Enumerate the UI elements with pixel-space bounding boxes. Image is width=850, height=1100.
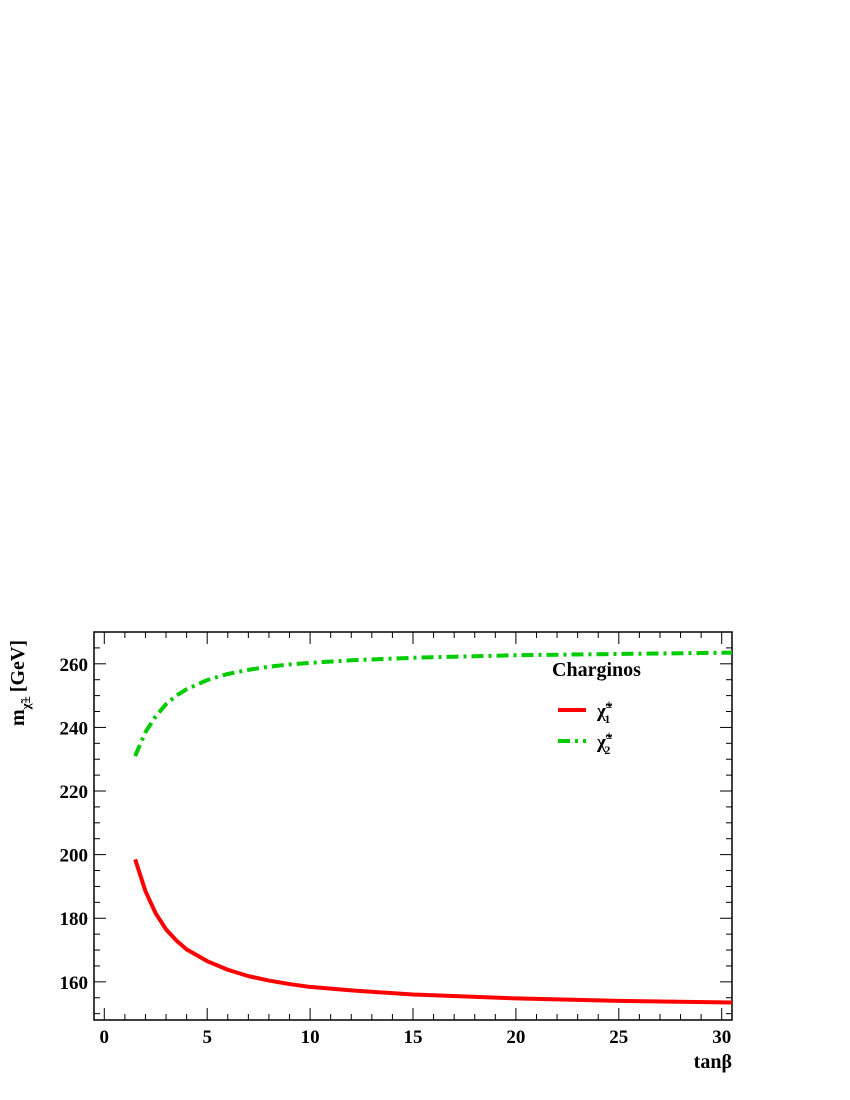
legend-label-chi1: χ̃± 1 [596,697,613,726]
y-tick-label: 260 [60,655,89,676]
series-layer [133,650,733,1005]
y-tick-label: 160 [60,973,89,994]
y-tick-label: 240 [60,718,89,739]
x-tick-label: 15 [404,1027,423,1048]
y-tick-label: 200 [60,846,89,867]
legend-label-chi2: χ̃± 2 [596,728,613,757]
x-tick-label: 25 [609,1027,628,1048]
plot-frame [93,631,733,1021]
y-axis-title-unit: [GeV] [7,640,29,692]
legend-title: Charginos [552,659,641,681]
y-axis-ticks: 160 180 200 220 240 260 [60,631,732,1015]
x-tick-label: 5 [202,1027,212,1048]
x-tick-label: 10 [301,1027,320,1048]
y-axis-title-sub: χ̃± [18,696,33,710]
x-tick-label: 30 [712,1027,731,1048]
x-tick-label: 20 [506,1027,525,1048]
y-tick-label: 220 [60,782,89,803]
y-tick-label: 180 [60,909,89,930]
y-axis-title: mχ̃± [GeV] [7,640,33,726]
x-axis-ticks: 0 5 10 15 20 25 30 [100,632,731,1048]
x-tick-label: 0 [100,1027,110,1048]
legend: Charginos χ̃± 1 χ̃± 2 [552,659,641,757]
x-axis-title: tanβ [694,1051,732,1073]
series-line-2 [133,650,733,757]
series-line-1 [133,858,733,1005]
y-axis-title-main: m [7,709,29,726]
